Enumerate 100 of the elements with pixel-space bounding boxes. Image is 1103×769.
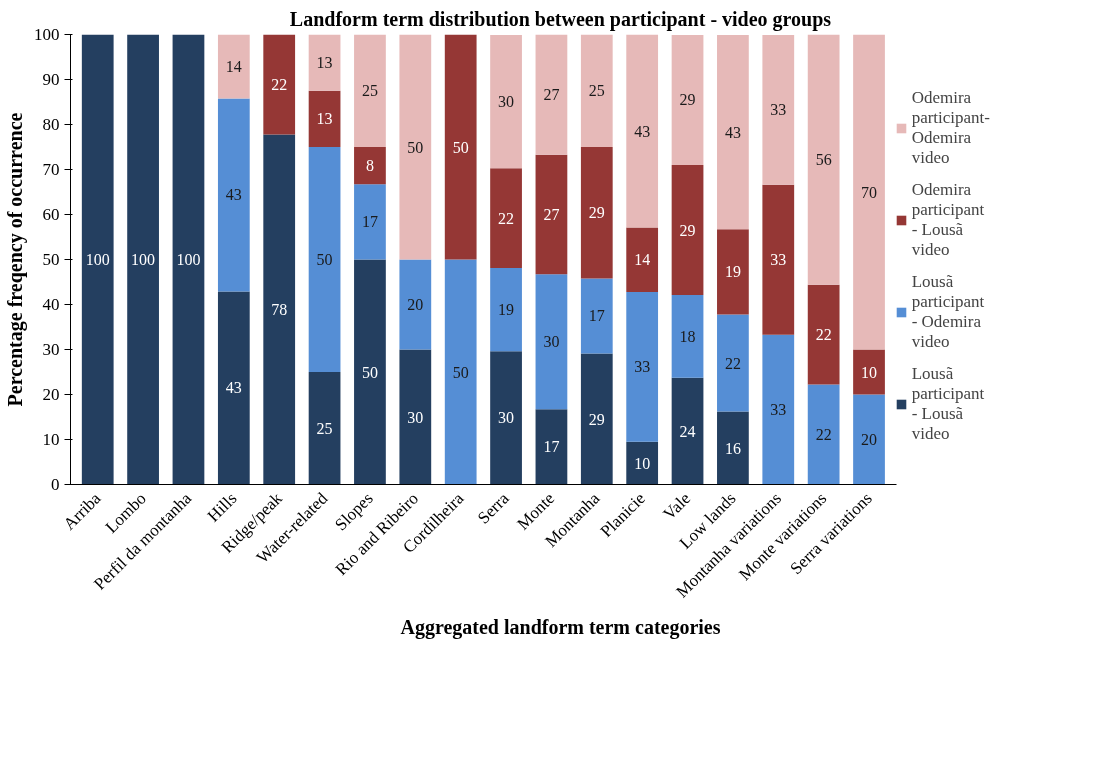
- data-label: 16: [724, 439, 741, 457]
- y-tick-label: 30: [42, 340, 60, 359]
- data-label: 33: [770, 101, 787, 119]
- data-label: 50: [452, 138, 469, 156]
- y-tick-label: 50: [42, 250, 60, 269]
- bar: [308, 34, 341, 91]
- legend-label: Odemira participant - Lousã video: [911, 180, 986, 260]
- bar: [626, 441, 659, 485]
- bar: [535, 34, 568, 155]
- y-tick-label: 10: [42, 430, 60, 449]
- bar: [807, 34, 840, 285]
- data-label: 29: [679, 91, 696, 109]
- data-label: 100: [85, 251, 110, 268]
- bar: [807, 384, 840, 485]
- bar: [853, 394, 885, 485]
- bar: [580, 353, 613, 485]
- bar: [762, 184, 795, 335]
- bar: [671, 295, 704, 378]
- bar: [354, 147, 386, 185]
- data-label: 33: [770, 251, 787, 269]
- bar: [490, 168, 522, 269]
- data-label: 30: [407, 408, 424, 426]
- data-label: 78: [271, 300, 288, 318]
- bar: [490, 34, 522, 169]
- bar: [217, 34, 250, 99]
- data-label: 14: [225, 57, 242, 75]
- y-tick-label: 90: [42, 70, 60, 89]
- data-label: 8: [365, 157, 374, 175]
- bar: [717, 229, 749, 315]
- data-label: 50: [407, 138, 424, 156]
- data-label: 24: [679, 422, 696, 440]
- bar: [717, 411, 749, 485]
- data-label: 30: [498, 93, 515, 111]
- bar: [354, 259, 386, 485]
- data-label: 25: [361, 82, 378, 100]
- data-label: 50: [361, 363, 378, 381]
- bar: [717, 34, 749, 230]
- y-tick-label: 0: [51, 475, 60, 494]
- data-label: 27: [543, 206, 560, 223]
- data-label: 14: [634, 251, 651, 269]
- bar: [626, 227, 659, 292]
- bar: [172, 34, 205, 485]
- bar: [626, 34, 659, 228]
- data-label: 22: [724, 354, 741, 372]
- legend-label: Odemira participant-Odemira video: [911, 88, 991, 168]
- bar: [717, 314, 749, 412]
- data-label: 13: [316, 110, 333, 128]
- data-label: 20: [861, 431, 878, 448]
- data-label: 50: [452, 363, 469, 381]
- data-label: 19: [498, 301, 515, 319]
- x-axis-title: Aggregated landform term categories: [400, 616, 721, 640]
- data-label: 25: [316, 419, 333, 437]
- bar: [671, 34, 704, 165]
- bar: [399, 349, 432, 485]
- data-label: 17: [588, 307, 605, 325]
- bar: [490, 351, 522, 485]
- y-tick-label: 40: [42, 295, 60, 314]
- data-label: 10: [861, 363, 878, 381]
- bar: [308, 90, 341, 147]
- bar: [217, 291, 250, 485]
- data-label: 43: [225, 186, 242, 204]
- bar: [671, 377, 704, 485]
- bar: [399, 34, 432, 260]
- bar: [535, 274, 568, 410]
- bar: [81, 34, 114, 485]
- y-tick-label: 20: [42, 385, 60, 404]
- bar: [807, 284, 840, 385]
- data-label: 22: [498, 209, 515, 227]
- bar: [671, 165, 704, 296]
- bar: [444, 259, 477, 485]
- bar: [354, 184, 386, 260]
- data-label: 29: [588, 410, 605, 428]
- data-label: 20: [407, 296, 424, 313]
- bar: [535, 409, 568, 485]
- bar: [308, 372, 341, 485]
- bar: [580, 278, 613, 354]
- bar: [762, 34, 795, 185]
- data-label: 22: [271, 75, 288, 93]
- x-tick-label: Vale: [659, 488, 695, 524]
- y-tick-label: 100: [34, 25, 60, 44]
- data-label: 43: [724, 123, 741, 141]
- y-axis-title: Percentage freqency of occurrence: [4, 112, 27, 407]
- data-label: 29: [588, 204, 605, 222]
- bar: [853, 349, 885, 395]
- bar: [127, 34, 159, 485]
- data-label: 17: [361, 213, 378, 231]
- bar: [444, 34, 477, 260]
- bar: [580, 34, 613, 147]
- data-label: 43: [634, 122, 651, 140]
- bar: [762, 334, 795, 485]
- bar: [490, 268, 522, 352]
- data-label: 17: [543, 438, 560, 456]
- legend-label: Lousã participant - Odemira video: [911, 272, 986, 352]
- bar: [308, 147, 341, 372]
- data-label: 100: [131, 251, 156, 268]
- bar: [853, 34, 885, 350]
- bar: [626, 291, 659, 442]
- bar: [263, 134, 296, 485]
- data-label: 13: [316, 54, 333, 72]
- data-label: 29: [679, 221, 696, 239]
